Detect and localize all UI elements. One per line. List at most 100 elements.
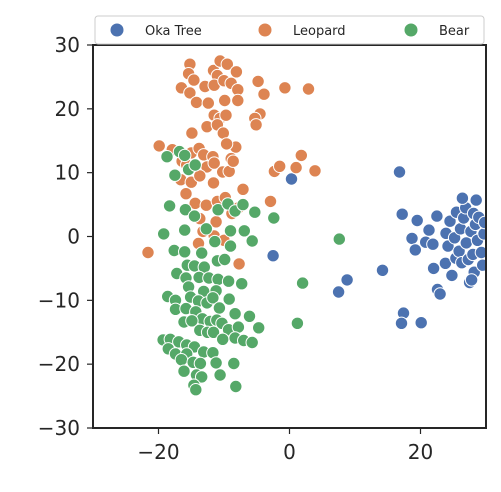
data-point (248, 205, 262, 219)
data-point (229, 379, 243, 394)
data-point (228, 307, 242, 321)
data-point (189, 95, 204, 110)
data-point (414, 316, 428, 330)
data-point (294, 148, 308, 163)
data-point (236, 197, 250, 212)
data-point (212, 301, 227, 315)
y-tick-label: −10 (38, 288, 80, 312)
x-tick-label: −20 (137, 440, 179, 464)
data-point (410, 213, 424, 228)
data-point (188, 158, 202, 172)
data-point (199, 222, 214, 236)
data-point (189, 383, 203, 397)
data-point (185, 314, 199, 328)
data-point (245, 335, 259, 350)
data-point (232, 257, 246, 271)
legend-marker (109, 22, 125, 38)
data-point (242, 309, 257, 323)
data-point (227, 356, 241, 371)
data-point (445, 268, 459, 283)
legend-label: Leopard (293, 24, 346, 39)
data-point (219, 137, 234, 151)
data-point (273, 159, 287, 174)
data-point (469, 193, 483, 207)
data-point (213, 368, 227, 382)
legend: Oka Tree Leopard Bear (94, 15, 485, 45)
y-tick-label: −30 (38, 416, 80, 440)
data-point (289, 160, 303, 175)
data-point (476, 258, 486, 272)
x-tick-label: 20 (408, 440, 433, 464)
y-tick-label: 0 (67, 225, 80, 249)
data-point (295, 276, 310, 290)
data-point (195, 246, 209, 260)
data-point (263, 194, 278, 209)
data-point (249, 118, 263, 132)
data-point (206, 176, 221, 190)
data-point (422, 223, 436, 237)
data-point (331, 285, 346, 299)
data-point (218, 252, 232, 267)
data-point (223, 239, 238, 253)
data-point (208, 234, 222, 249)
y-axis: 30 20 10 0 −10 −20 −30 (38, 33, 93, 440)
data-point (211, 203, 225, 217)
series-2 (156, 144, 346, 397)
data-point (426, 237, 440, 251)
data-point (174, 353, 189, 367)
series-1 (141, 54, 322, 271)
data-point (229, 65, 244, 79)
data-point (219, 108, 233, 122)
data-point (408, 243, 422, 257)
data-point (178, 245, 192, 259)
data-point (199, 198, 214, 212)
data-point (455, 191, 470, 205)
data-point (375, 263, 390, 277)
data-point (332, 232, 346, 246)
data-point (162, 199, 177, 213)
data-point (185, 126, 199, 140)
data-point (226, 154, 240, 168)
data-point (257, 87, 271, 101)
data-point (301, 82, 316, 96)
data-point (207, 156, 221, 170)
data-point (478, 215, 486, 230)
data-point (206, 325, 221, 339)
data-point (220, 57, 235, 71)
y-tick-label: −20 (38, 352, 80, 376)
data-point (284, 172, 299, 186)
data-point (221, 274, 236, 288)
data-point (267, 211, 281, 225)
data-point (251, 74, 265, 89)
data-point (394, 316, 409, 330)
y-tick-label: 10 (55, 161, 80, 185)
data-point (209, 356, 223, 370)
data-point (464, 273, 479, 287)
data-point (160, 150, 174, 164)
data-point (430, 209, 444, 223)
data-point (223, 224, 238, 238)
data-point (206, 291, 220, 305)
data-point (235, 277, 249, 291)
data-point (245, 234, 259, 248)
data-point (459, 236, 473, 250)
data-point (178, 148, 192, 163)
legend-box (94, 15, 485, 45)
legend-marker (257, 22, 273, 38)
data-point (218, 93, 232, 108)
data-point (187, 209, 202, 223)
data-point (392, 165, 407, 179)
data-point (395, 207, 409, 221)
data-point (236, 182, 250, 197)
data-point (405, 231, 419, 246)
data-point (157, 227, 171, 241)
data-point (252, 321, 266, 335)
data-point (178, 203, 193, 217)
series-0 (266, 165, 486, 330)
data-point (178, 223, 192, 237)
data-point (278, 81, 292, 95)
y-tick-label: 20 (55, 97, 80, 121)
data-point (433, 287, 447, 301)
data-point (237, 224, 252, 238)
